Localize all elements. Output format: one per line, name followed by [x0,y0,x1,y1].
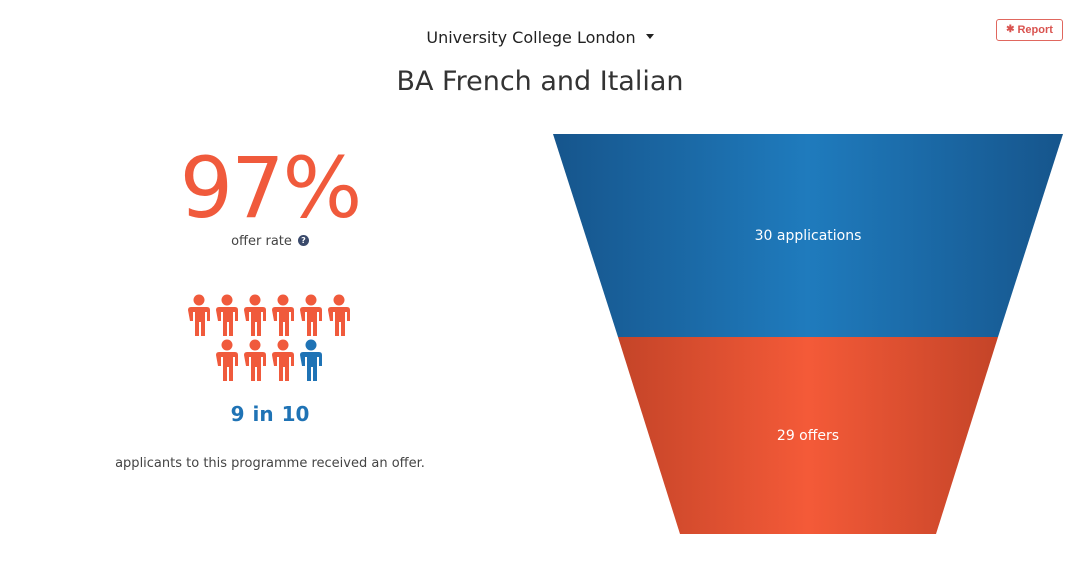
offer-rate-label-row: offer rate? [100,234,440,249]
university-dropdown[interactable]: University College London [0,28,1080,47]
person-icon [328,294,350,336]
ratio-text: 9 in 10 [100,402,440,426]
funnel-label-applications: 30 applications [755,228,862,244]
university-selected: University College London [426,28,636,47]
offer-rate-label: offer rate [231,234,292,249]
funnel-stage-offers[interactable] [618,337,998,534]
ratio-numerator: 9 [230,402,245,426]
person-icon [188,294,210,336]
ratio-word: in [252,402,274,426]
question-circle-icon[interactable]: ? [297,235,309,246]
programme-title: BA French and Italian [396,66,684,97]
report-button[interactable]: ✱ Report [996,19,1063,41]
ratio-denominator: 10 [281,402,310,426]
person-icon [216,339,238,381]
person-icon [216,294,238,336]
bug-icon: ✱ [1006,24,1015,35]
person-icon [272,294,294,336]
person-icon [244,339,266,381]
person-icon [272,339,294,381]
funnel-label-offers: 29 offers [777,428,839,444]
person-icon [300,294,322,336]
person-icon [300,339,322,381]
funnel-stage-applications[interactable] [553,134,1063,337]
caret-down-icon [645,34,654,39]
person-icon [244,294,266,336]
report-label: Report [1017,24,1053,36]
offer-rate-value: 97% [179,139,363,237]
caption: applicants to this programme received an… [115,456,425,471]
